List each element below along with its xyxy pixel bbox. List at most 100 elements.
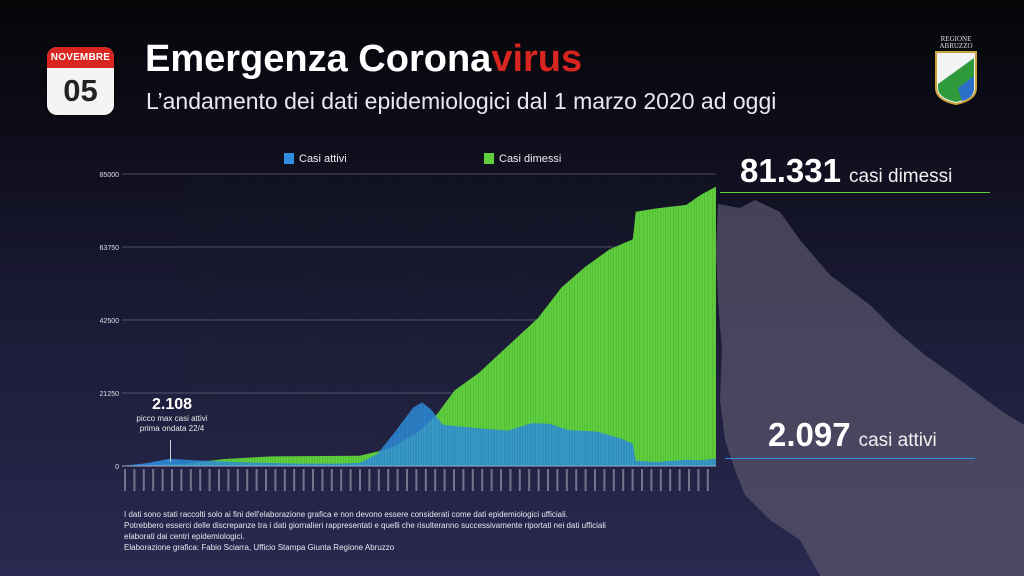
page-title: Emergenza Coronavirus xyxy=(145,38,582,81)
chart-bar-stripes xyxy=(181,174,716,466)
area-series-casi-dimessi xyxy=(122,186,716,466)
peak-value: 2.108 xyxy=(151,396,193,413)
x-tick-label xyxy=(528,469,531,491)
peak-annotation-line xyxy=(170,440,171,462)
logo-text-1: REGIONE xyxy=(940,35,972,43)
y-tick-label-4: 85000 xyxy=(100,172,120,179)
x-tick-label xyxy=(189,469,192,491)
stat-dimessi: 81.331 casi dimessi xyxy=(740,152,952,190)
x-tick-label xyxy=(142,469,145,491)
title-accent: virus xyxy=(491,38,583,80)
x-tick-label xyxy=(208,469,211,491)
x-tick-label xyxy=(133,469,136,491)
x-tick-label xyxy=(547,469,549,491)
x-tick-label xyxy=(387,469,390,491)
x-tick-label xyxy=(678,469,681,491)
peak-annotation: 2.108 picco max casi attivi prima ondata… xyxy=(117,396,227,434)
x-tick-label xyxy=(340,469,343,491)
x-tick-label xyxy=(161,469,164,491)
x-tick-label xyxy=(255,469,258,491)
x-tick-label xyxy=(330,469,333,491)
x-tick-label xyxy=(669,469,672,491)
x-tick-label xyxy=(706,469,709,491)
date-calendar-icon: NOVEMBRE 05 xyxy=(47,47,114,115)
stat-attivi-value: 2.097 xyxy=(768,416,851,453)
footnote: I dati sono stati raccolti solo ai fini … xyxy=(124,509,684,553)
legend-swatch-attivi xyxy=(284,153,294,164)
x-tick-label xyxy=(612,469,615,491)
x-tick-label xyxy=(377,469,380,491)
calendar-day: 05 xyxy=(63,73,98,108)
x-tick-label xyxy=(603,469,606,491)
y-tick-label-1: 21250 xyxy=(100,391,120,398)
x-tick-label xyxy=(293,469,296,491)
y-tick-label-3: 63750 xyxy=(100,245,120,252)
x-tick-label xyxy=(453,469,455,491)
chart-x-ticks xyxy=(122,465,716,491)
x-tick-label xyxy=(481,469,484,491)
x-tick-label xyxy=(556,469,559,491)
x-tick-label xyxy=(180,469,183,491)
x-tick-label xyxy=(594,469,596,491)
x-tick-label xyxy=(171,469,173,491)
stat-attivi-underline xyxy=(725,458,975,459)
x-tick-label xyxy=(434,469,437,491)
x-tick-label xyxy=(368,469,371,491)
x-tick-label xyxy=(124,469,126,491)
x-tick-label xyxy=(396,469,399,491)
legend-label-attivi: Casi attivi xyxy=(299,153,347,165)
x-tick-label xyxy=(199,469,202,491)
peak-label-1: picco max casi attivi xyxy=(136,414,208,423)
x-tick-label xyxy=(631,469,634,491)
x-tick-label xyxy=(424,469,427,491)
regione-abruzzo-shield-icon xyxy=(935,51,977,106)
x-tick-label xyxy=(406,469,408,491)
x-tick-label xyxy=(490,469,493,491)
legend-casi-attivi: Casi attivi xyxy=(284,153,347,165)
x-tick-label xyxy=(462,469,465,491)
x-tick-label xyxy=(218,469,220,491)
x-tick-label xyxy=(236,469,239,491)
x-tick-label xyxy=(246,469,249,491)
peak-label-2: prima ondata 22/4 xyxy=(139,424,205,433)
area-series-casi-attivi xyxy=(122,402,716,466)
x-tick-label xyxy=(471,469,474,491)
x-tick-label xyxy=(265,469,267,491)
x-tick-label xyxy=(359,469,361,491)
logo-text-2: ABRUZZO xyxy=(939,42,973,50)
footnote-line-2: Potrebbero esserci delle discrepanze tra… xyxy=(124,521,606,530)
x-tick-label xyxy=(443,469,446,491)
calendar-month: NOVEMBRE xyxy=(47,47,114,68)
x-tick-label xyxy=(565,469,568,491)
x-tick-label xyxy=(321,469,324,491)
chart-areas xyxy=(122,186,716,466)
x-tick-label xyxy=(302,469,305,491)
stat-dimessi-underline xyxy=(720,192,990,193)
regione-abruzzo-logo: REGIONE ABRUZZO xyxy=(932,36,980,106)
x-tick-label xyxy=(688,469,690,491)
x-tick-label xyxy=(500,469,502,491)
page-subtitle: L’andamento dei dati epidemiologici dal … xyxy=(146,88,777,114)
x-tick-label xyxy=(152,469,155,491)
x-tick-label xyxy=(659,469,662,491)
y-tick-label-0: 0 xyxy=(115,464,119,471)
x-tick-label xyxy=(509,469,512,491)
stat-attivi-label: casi attivi xyxy=(858,430,937,451)
x-tick-label xyxy=(697,469,700,491)
x-tick-label xyxy=(274,469,277,491)
x-tick-label xyxy=(312,469,314,491)
title-main: Emergenza Corona xyxy=(145,38,492,80)
stat-attivi: 2.097 casi attivi xyxy=(768,416,937,454)
x-tick-label xyxy=(283,469,286,491)
footnote-line-4: Elaborazione grafica: Fabio Sciarra, Uff… xyxy=(124,543,395,552)
x-tick-label xyxy=(227,469,230,491)
stat-dimessi-label: casi dimessi xyxy=(848,166,953,187)
x-tick-label xyxy=(518,469,521,491)
x-tick-label xyxy=(575,469,578,491)
x-tick-label xyxy=(415,469,418,491)
chart-y-ticks: 0 21250 42500 63750 85000 xyxy=(100,172,120,471)
x-tick-label xyxy=(650,469,653,491)
footnote-line-1: I dati sono stati raccolti solo ai fini … xyxy=(124,510,568,519)
